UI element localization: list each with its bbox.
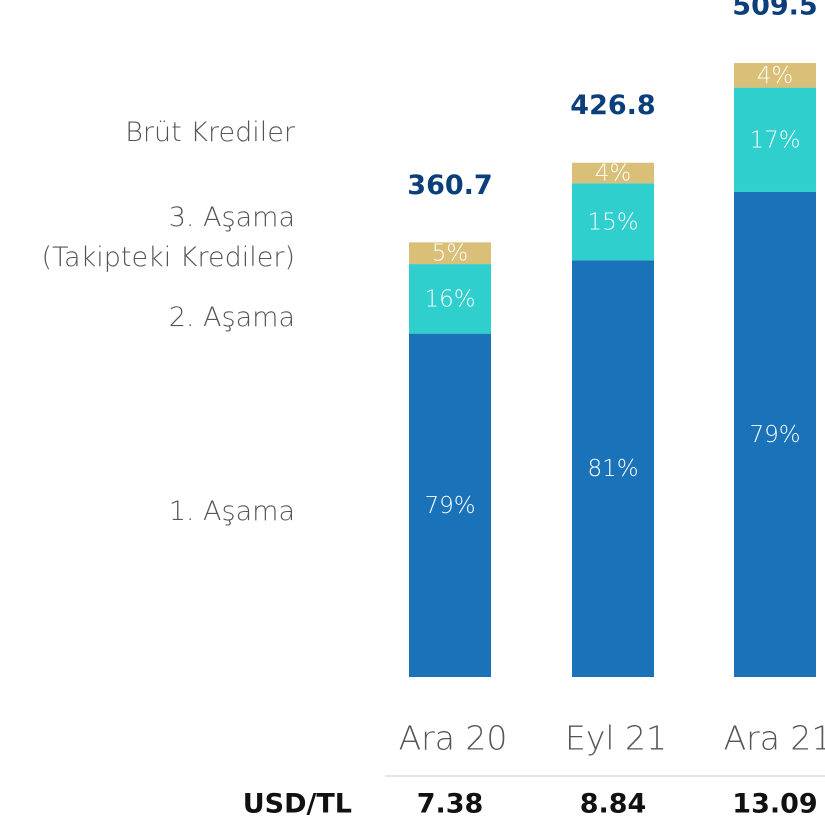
bar-segment (572, 260, 654, 677)
bar-segment (572, 183, 654, 261)
x-tick-label: Ara 21 (724, 719, 825, 758)
totals-label: Brüt Krediler (125, 117, 295, 148)
bar-segment (409, 242, 491, 265)
segment-label: 5% (432, 241, 469, 267)
fx-label: USD/TL (243, 789, 352, 820)
x-tick-label: Ara 20 (399, 719, 508, 758)
total-label: 360.7 (407, 170, 492, 201)
fx-value: 8.84 (580, 789, 647, 820)
bar-segment (572, 162, 654, 184)
bar-segment (734, 191, 816, 677)
legend-label: 1. Aşama (168, 496, 295, 527)
segment-label: 16% (424, 286, 475, 312)
fx-value: 7.38 (417, 789, 484, 820)
segment-label: 4% (595, 160, 632, 186)
fx-value: 13.09 (732, 789, 817, 820)
segment-label: 79% (424, 493, 475, 519)
legend-label: 2. Aşama (168, 302, 295, 333)
x-tick-label: Eyl 21 (565, 719, 667, 758)
segment-label: 4% (757, 63, 794, 89)
bar-segment (409, 264, 491, 334)
bar-segment (409, 333, 491, 677)
bar-segment (734, 87, 816, 192)
total-label: 509.5 (732, 0, 817, 22)
segment-label: 15% (587, 209, 638, 235)
bar-segment (734, 63, 816, 88)
total-label: 426.8 (570, 90, 655, 121)
segment-label: 79% (749, 422, 800, 448)
segment-label: 81% (587, 456, 638, 482)
legend-label: 3. Aşama (Takipteki Krediler) (41, 202, 295, 273)
segment-label: 17% (749, 127, 800, 153)
